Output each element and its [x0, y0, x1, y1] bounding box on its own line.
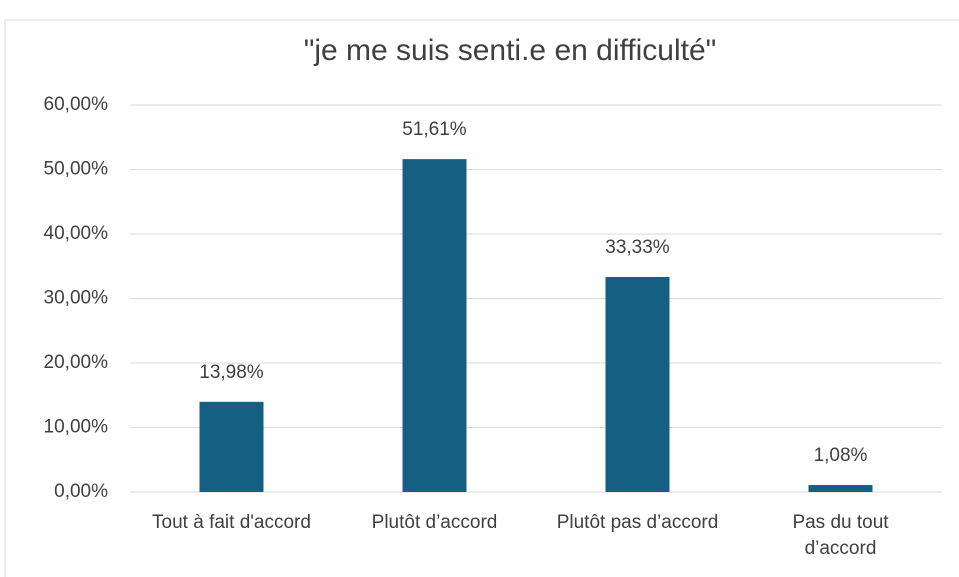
- data-label: 1,08%: [814, 445, 868, 466]
- x-tick-label: Plutôt d’accord: [371, 512, 498, 533]
- data-label: 51,61%: [402, 119, 467, 140]
- chart-title: "je me suis senti.e en difficulté": [304, 34, 717, 67]
- y-tick-label: 30,00%: [44, 288, 109, 309]
- y-tick-label: 10,00%: [44, 417, 109, 438]
- y-tick-label: 20,00%: [44, 352, 109, 373]
- bar: [199, 401, 264, 492]
- y-tick-label: 0,00%: [54, 481, 108, 502]
- y-tick-label: 40,00%: [44, 223, 109, 244]
- x-tick-label: Tout à fait d'accord: [152, 512, 311, 533]
- x-tick-label: Pas du tout d’accord: [792, 512, 889, 559]
- data-label: 13,98%: [199, 362, 264, 383]
- bar: [402, 159, 467, 493]
- bar: [605, 277, 670, 492]
- y-tick-label: 60,00%: [44, 94, 109, 115]
- data-label: 33,33%: [605, 237, 670, 258]
- y-tick-label: 50,00%: [44, 159, 109, 180]
- bar: [808, 485, 873, 492]
- x-tick-label: Plutôt pas d’accord: [556, 512, 719, 533]
- chart-border: [4, 19, 959, 577]
